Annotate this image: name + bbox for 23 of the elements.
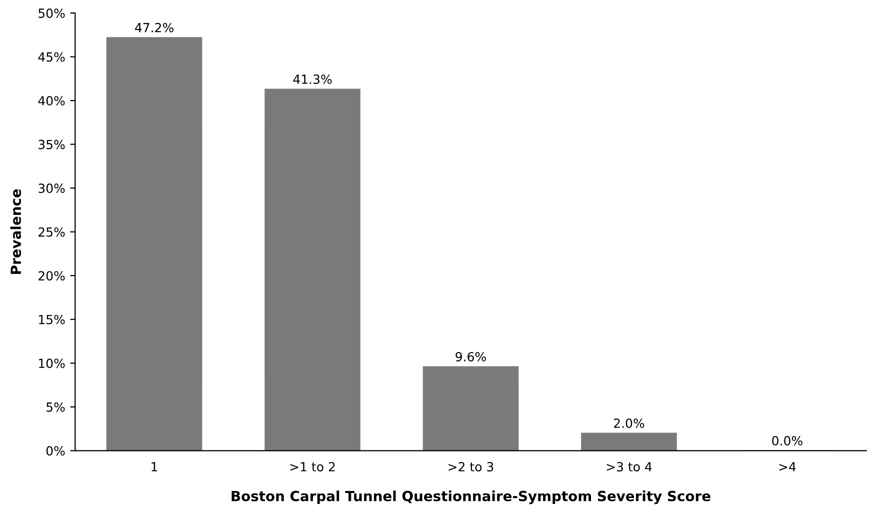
data-label: 0.0% — [772, 436, 802, 446]
y-tick-label: 40% — [38, 96, 65, 106]
y-tick-label: 25% — [38, 227, 65, 237]
y-tick-label: 35% — [38, 140, 65, 150]
y-tick-label: 5% — [46, 402, 65, 412]
x-tick-label: >3 to 4 — [606, 462, 652, 472]
y-axis-title: Prevalence — [10, 189, 22, 274]
y-tick-label: 10% — [39, 358, 65, 368]
y-tick-label: 15% — [39, 314, 65, 324]
data-label: 2.0% — [614, 418, 644, 428]
y-tick-label: 30% — [38, 184, 65, 194]
x-tick-label: >1 to 2 — [290, 462, 335, 472]
data-label: 9.6% — [456, 352, 486, 362]
y-tick-label: 45% — [38, 52, 65, 62]
data-label: 47.2% — [135, 22, 174, 32]
x-tick-label: 1 — [152, 462, 158, 472]
x-tick-label: >4 — [779, 462, 796, 472]
y-tick-label: 0% — [46, 446, 65, 456]
y-tick-label: 20% — [38, 271, 65, 281]
data-label: 41.3% — [293, 74, 332, 84]
x-tick-label: >2 to 3 — [448, 462, 494, 472]
x-axis-title: Boston Carpal Tunnel Questionnaire-Symptom Severity Score — [232, 490, 710, 504]
y-tick-label: 50% — [38, 8, 65, 18]
